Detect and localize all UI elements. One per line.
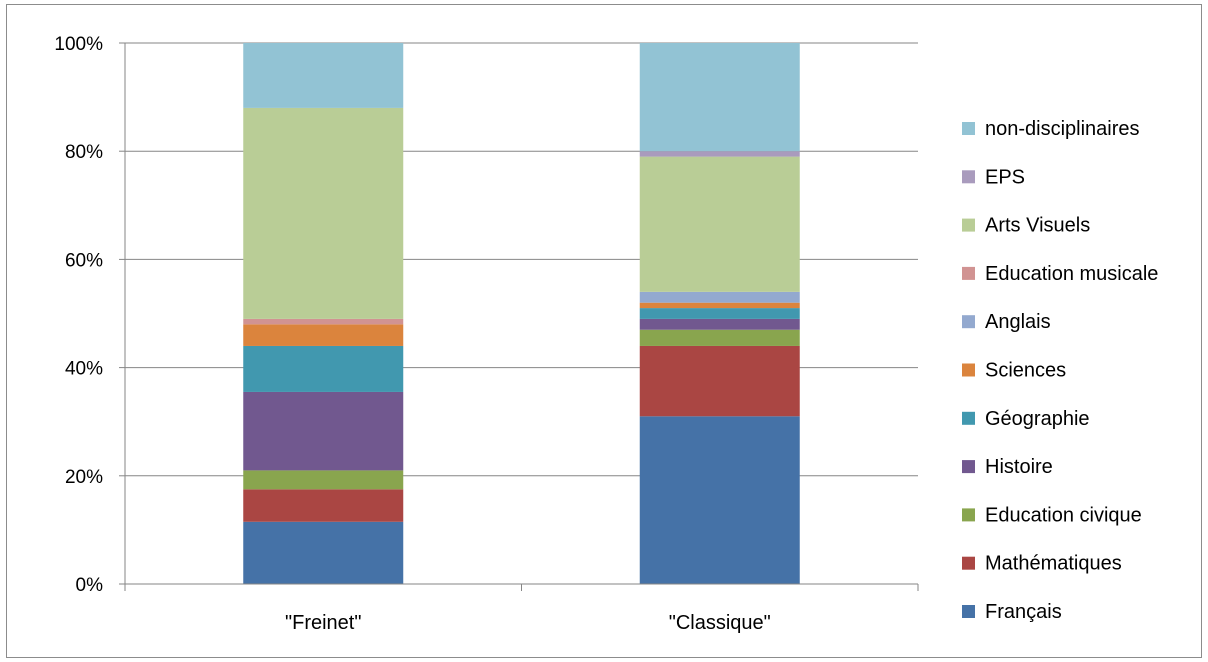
legend-label: Arts Visuels xyxy=(985,215,1090,237)
legend-swatch xyxy=(962,315,975,329)
legend-label: Education musicale xyxy=(985,263,1158,285)
legend-label: Education civique xyxy=(985,504,1142,526)
bar-segment xyxy=(639,308,800,319)
y-tick-label: 60% xyxy=(65,250,103,271)
legend-label: Français xyxy=(985,601,1062,623)
bar-segment xyxy=(243,107,404,319)
x-category-label: "Freinet" xyxy=(285,612,361,634)
y-tick-label: 20% xyxy=(65,467,103,488)
legend-label: Géographie xyxy=(985,408,1090,430)
y-tick-label: 100% xyxy=(54,34,103,55)
legend-label: Anglais xyxy=(985,311,1051,333)
chart-frame xyxy=(6,4,1202,658)
legend-label: EPS xyxy=(985,166,1025,188)
legend-swatch xyxy=(962,122,975,135)
bar-segment xyxy=(243,470,404,490)
bar-segment xyxy=(243,489,404,522)
bar-segment xyxy=(639,151,800,157)
bar-segment xyxy=(639,156,800,292)
legend-swatch xyxy=(962,605,975,618)
legend-swatch xyxy=(962,170,975,184)
legend-swatch xyxy=(962,363,975,377)
bar-segment xyxy=(243,345,404,392)
legend-label: Histoire xyxy=(985,456,1053,478)
bar-segment xyxy=(243,324,404,346)
y-tick-label: 80% xyxy=(65,142,103,163)
bar-segment xyxy=(639,43,800,152)
bar-segment xyxy=(243,521,404,584)
bar-segment xyxy=(639,329,800,346)
legend-label: Mathématiques xyxy=(985,553,1122,575)
legend-swatch xyxy=(962,508,975,522)
legend-label: Sciences xyxy=(985,360,1066,382)
legend-label: non-disciplinaires xyxy=(985,118,1140,140)
y-tick-label: 0% xyxy=(76,575,104,596)
x-category-label: "Classique" xyxy=(669,612,771,634)
legend-swatch xyxy=(962,460,975,474)
bar-segment xyxy=(639,416,800,584)
legend-swatch xyxy=(962,411,975,425)
legend-swatch xyxy=(962,556,975,570)
bar-segment xyxy=(639,291,800,303)
bar-segment xyxy=(243,318,404,325)
bar-segment xyxy=(243,391,404,471)
y-tick-label: 40% xyxy=(65,359,103,380)
bar-segment xyxy=(639,318,800,330)
legend-swatch xyxy=(962,218,975,232)
bar-segment xyxy=(639,302,800,309)
bar-segment xyxy=(639,345,800,417)
legend-swatch xyxy=(962,266,975,280)
bar-segment xyxy=(243,43,404,108)
